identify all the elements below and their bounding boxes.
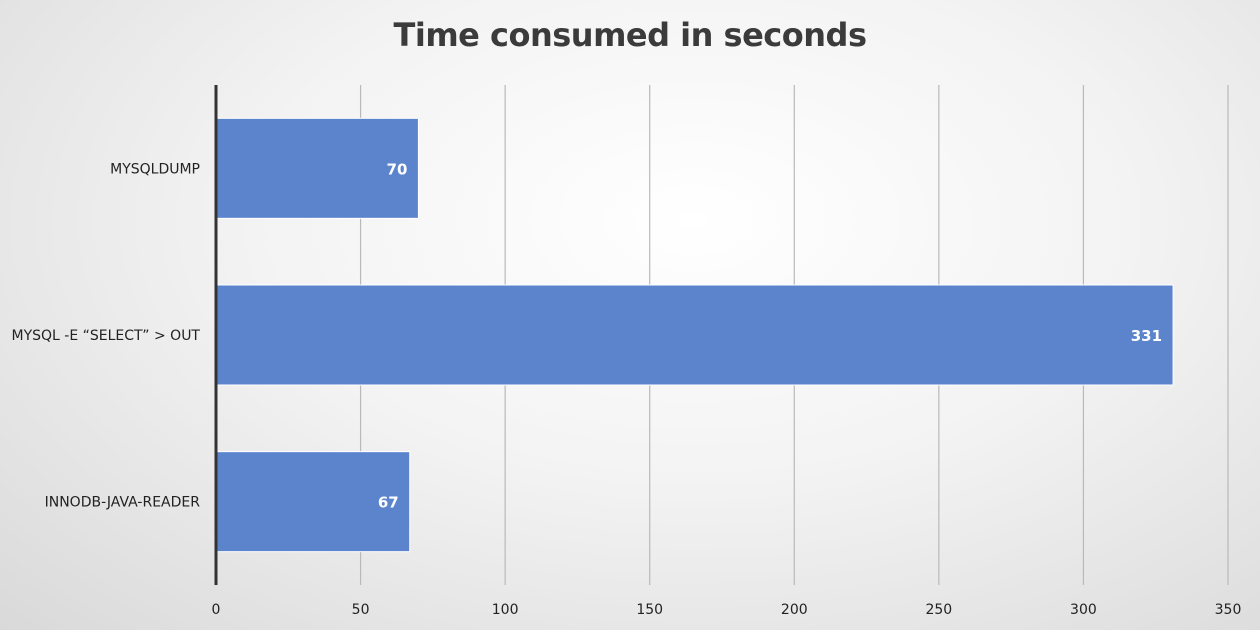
x-tick-label: 150 <box>636 602 663 618</box>
x-tick-label: 200 <box>781 602 808 618</box>
category-label: MYSQLDUMP <box>110 161 200 177</box>
x-tick-label: 350 <box>1215 602 1242 618</box>
x-tick-label: 300 <box>1070 602 1097 618</box>
data-label: 70 <box>387 160 408 178</box>
chart-title: Time consumed in seconds <box>393 16 867 54</box>
x-tick-label: 50 <box>352 602 370 618</box>
category-label: INNODB-JAVA-READER <box>45 495 201 511</box>
category-label: MYSQL -E “SELECT” > OUT <box>12 328 201 344</box>
data-label: 67 <box>378 494 399 512</box>
bar <box>215 284 1174 386</box>
x-tick-label: 250 <box>925 602 952 618</box>
x-tick-label: 0 <box>212 602 221 618</box>
bar <box>215 117 419 219</box>
data-label: 331 <box>1131 327 1162 345</box>
x-tick-label: 100 <box>492 602 519 618</box>
